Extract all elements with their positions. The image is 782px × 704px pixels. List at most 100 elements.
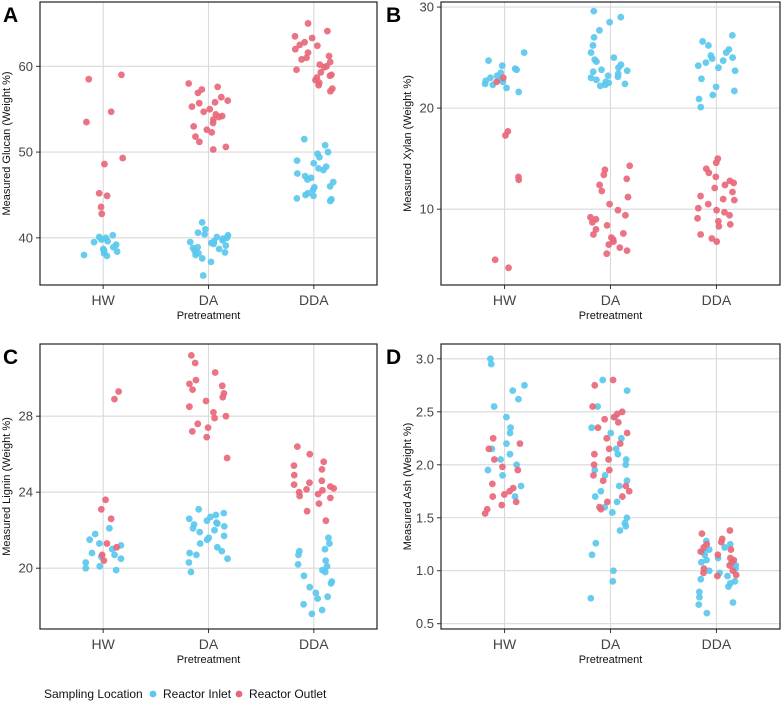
point-reactor-outlet-hw-8	[97, 203, 105, 211]
point-reactor-inlet-hw-2	[498, 62, 506, 70]
legend-label-reactor-outlet: Reactor Outlet	[249, 687, 327, 701]
point-reactor-inlet-hw-1	[485, 57, 492, 65]
point-reactor-inlet-da-21	[205, 534, 213, 542]
point-reactor-outlet-da-0	[187, 352, 195, 359]
point-reactor-inlet-dda-14	[709, 91, 717, 99]
point-reactor-inlet-dda-18	[695, 588, 703, 596]
point-reactor-outlet-hw-0	[499, 74, 507, 82]
point-reactor-outlet-dda-3	[705, 169, 713, 177]
point-reactor-inlet-da-15	[198, 255, 206, 262]
point-reactor-outlet-hw-0	[115, 388, 123, 395]
point-reactor-inlet-dda-22	[703, 609, 711, 617]
point-reactor-outlet-hw-2	[485, 445, 493, 453]
point-reactor-inlet-da-18	[185, 559, 193, 566]
point-reactor-inlet-da-27	[609, 577, 617, 585]
point-reactor-outlet-dda-12	[326, 494, 334, 502]
point-reactor-inlet-da-7	[220, 523, 228, 530]
point-reactor-outlet-dda-22	[323, 62, 330, 70]
point-reactor-inlet-dda-8	[697, 558, 705, 566]
y-tick-label-24: 24	[19, 485, 33, 500]
y-tick-label-1-5: 1.5	[416, 510, 434, 525]
point-reactor-inlet-dda-16	[697, 103, 705, 111]
point-reactor-outlet-da-10	[603, 434, 611, 442]
x-axis-title: Pretreatment	[177, 310, 241, 322]
point-reactor-inlet-da-3	[596, 26, 603, 34]
point-reactor-outlet-da-8	[614, 206, 622, 214]
panel-letter: A	[3, 4, 18, 27]
point-reactor-outlet-dda-19	[296, 492, 304, 500]
series-reactor-outlet	[83, 20, 336, 218]
y-tick-label-10: 10	[420, 202, 434, 217]
point-reactor-inlet-dda-2	[321, 545, 329, 553]
point-reactor-outlet-dda-13	[315, 500, 323, 507]
point-reactor-inlet-dda-10	[312, 589, 320, 597]
point-reactor-inlet-hw-3	[90, 238, 98, 246]
point-reactor-outlet-da-5	[610, 413, 618, 421]
point-reactor-outlet-da-20	[625, 487, 633, 495]
point-reactor-outlet-da-18	[195, 138, 203, 146]
point-reactor-inlet-da-13	[196, 540, 204, 547]
point-reactor-inlet-dda-14	[308, 610, 316, 618]
point-reactor-inlet-dda-1	[726, 540, 734, 548]
point-reactor-outlet-da-3	[623, 175, 631, 183]
point-reactor-inlet-dda-7	[703, 556, 710, 564]
point-reactor-inlet-da-20	[212, 511, 220, 519]
y-tick-label-2-5: 2.5	[416, 404, 434, 419]
point-reactor-outlet-da-20	[623, 247, 631, 255]
point-reactor-inlet-hw-2	[521, 381, 528, 389]
point-reactor-outlet-dda-0	[726, 527, 734, 534]
point-reactor-inlet-da-21	[210, 237, 218, 245]
point-reactor-outlet-dda-17	[713, 572, 721, 580]
point-reactor-inlet-hw-10	[103, 252, 111, 260]
point-reactor-inlet-da-3	[185, 515, 193, 523]
point-reactor-inlet-dda-11	[326, 182, 334, 190]
point-reactor-inlet-da-5	[589, 42, 597, 49]
point-reactor-inlet-dda-14	[697, 575, 705, 583]
point-reactor-outlet-dda-12	[726, 562, 733, 569]
point-reactor-inlet-hw-15	[499, 471, 506, 479]
point-reactor-outlet-da-16	[208, 128, 216, 136]
point-reactor-inlet-dda-0	[300, 135, 308, 143]
point-reactor-outlet-da-5	[598, 187, 606, 195]
point-reactor-inlet-dda-18	[719, 57, 727, 65]
point-reactor-inlet-dda-9	[715, 64, 722, 72]
y-axis-title: Measured Ash (Weight %)	[402, 423, 414, 551]
point-reactor-outlet-dda-25	[296, 41, 304, 49]
point-reactor-inlet-da-5	[607, 429, 615, 437]
point-reactor-inlet-da-9	[211, 526, 218, 534]
point-reactor-inlet-da-23	[616, 527, 624, 534]
point-reactor-inlet-da-13	[221, 249, 229, 256]
point-reactor-inlet-hw-5	[88, 549, 96, 557]
point-reactor-outlet-dda-21	[291, 32, 299, 40]
point-reactor-outlet-hw-5	[101, 160, 108, 168]
point-reactor-outlet-dda-11	[314, 490, 322, 498]
x-tick-label-da: DA	[601, 292, 621, 308]
point-reactor-inlet-da-16	[192, 551, 200, 559]
point-reactor-outlet-da-0	[185, 80, 193, 87]
legend-swatch-reactor-outlet	[235, 690, 243, 698]
point-reactor-inlet-hw-11	[506, 450, 514, 458]
point-reactor-inlet-dda-13	[724, 572, 731, 580]
panel-letter: B	[386, 4, 401, 27]
point-reactor-inlet-da-16	[207, 258, 215, 266]
point-reactor-inlet-dda-0	[728, 31, 736, 39]
point-reactor-outlet-hw-5	[103, 540, 111, 547]
point-reactor-outlet-da-1	[191, 359, 199, 367]
point-reactor-outlet-da-17	[186, 380, 193, 388]
point-reactor-inlet-da-1	[623, 387, 631, 395]
point-reactor-outlet-dda-20	[327, 87, 334, 95]
point-reactor-outlet-da-16	[605, 466, 613, 474]
point-reactor-outlet-dda-0	[293, 443, 301, 450]
point-reactor-outlet-dda-4	[290, 471, 298, 479]
point-reactor-outlet-da-5	[224, 97, 232, 105]
point-reactor-inlet-da-14	[604, 72, 612, 80]
point-reactor-outlet-da-7	[606, 200, 614, 208]
point-reactor-outlet-dda-20	[708, 235, 716, 242]
point-reactor-inlet-dda-8	[694, 62, 702, 70]
point-reactor-outlet-dda-4	[313, 42, 321, 50]
point-reactor-outlet-dda-1	[698, 530, 706, 538]
point-reactor-inlet-dda-19	[294, 561, 302, 568]
point-reactor-inlet-da-18	[621, 80, 629, 88]
